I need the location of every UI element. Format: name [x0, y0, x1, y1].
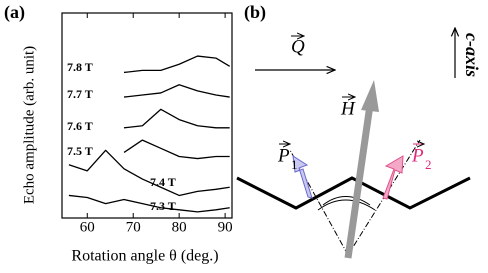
p2-label: P [411, 145, 424, 166]
x-axis-label: Rotation angle θ (deg.) [71, 248, 218, 265]
h-label: H [340, 98, 356, 119]
series-label: 7.7 T [67, 87, 93, 101]
x-tick-label: 90 [218, 219, 233, 235]
p2-subscript: 2 [425, 157, 432, 172]
series-label: 7.4 T [150, 175, 176, 189]
h-arrow-shaft [348, 105, 370, 258]
trace [124, 56, 230, 72]
y-axis-label: Echo amplitude (arb. unit) [21, 46, 37, 204]
trace [124, 109, 230, 127]
panel-label: (b) [244, 2, 266, 23]
trace [124, 140, 230, 158]
p2-arrow [383, 156, 403, 199]
p1-subscript: 1 [291, 157, 298, 172]
series-label: 7.8 T [67, 60, 93, 74]
plot-frame [62, 13, 232, 218]
angle-arc [318, 200, 375, 210]
h-arrow-head [361, 80, 379, 112]
x-tick-label: 70 [126, 219, 141, 235]
c-axis-label: c-axis [462, 33, 482, 77]
panel-label: (a) [4, 2, 25, 23]
x-tick-label: 80 [172, 219, 187, 235]
q-label: Q [291, 36, 305, 57]
series-label: 7.5 T [67, 144, 93, 158]
p1-label: P [277, 145, 290, 166]
figure: (a) (b) Echo amplitude (arb. unit) Rotat… [0, 0, 488, 273]
series-label: 7.6 T [67, 119, 93, 133]
x-tick-label: 60 [80, 219, 95, 235]
series-label: 7.3 T [150, 199, 176, 213]
diagram: Q H P 1 P 2 c-axis [237, 28, 482, 258]
trace [124, 85, 230, 97]
